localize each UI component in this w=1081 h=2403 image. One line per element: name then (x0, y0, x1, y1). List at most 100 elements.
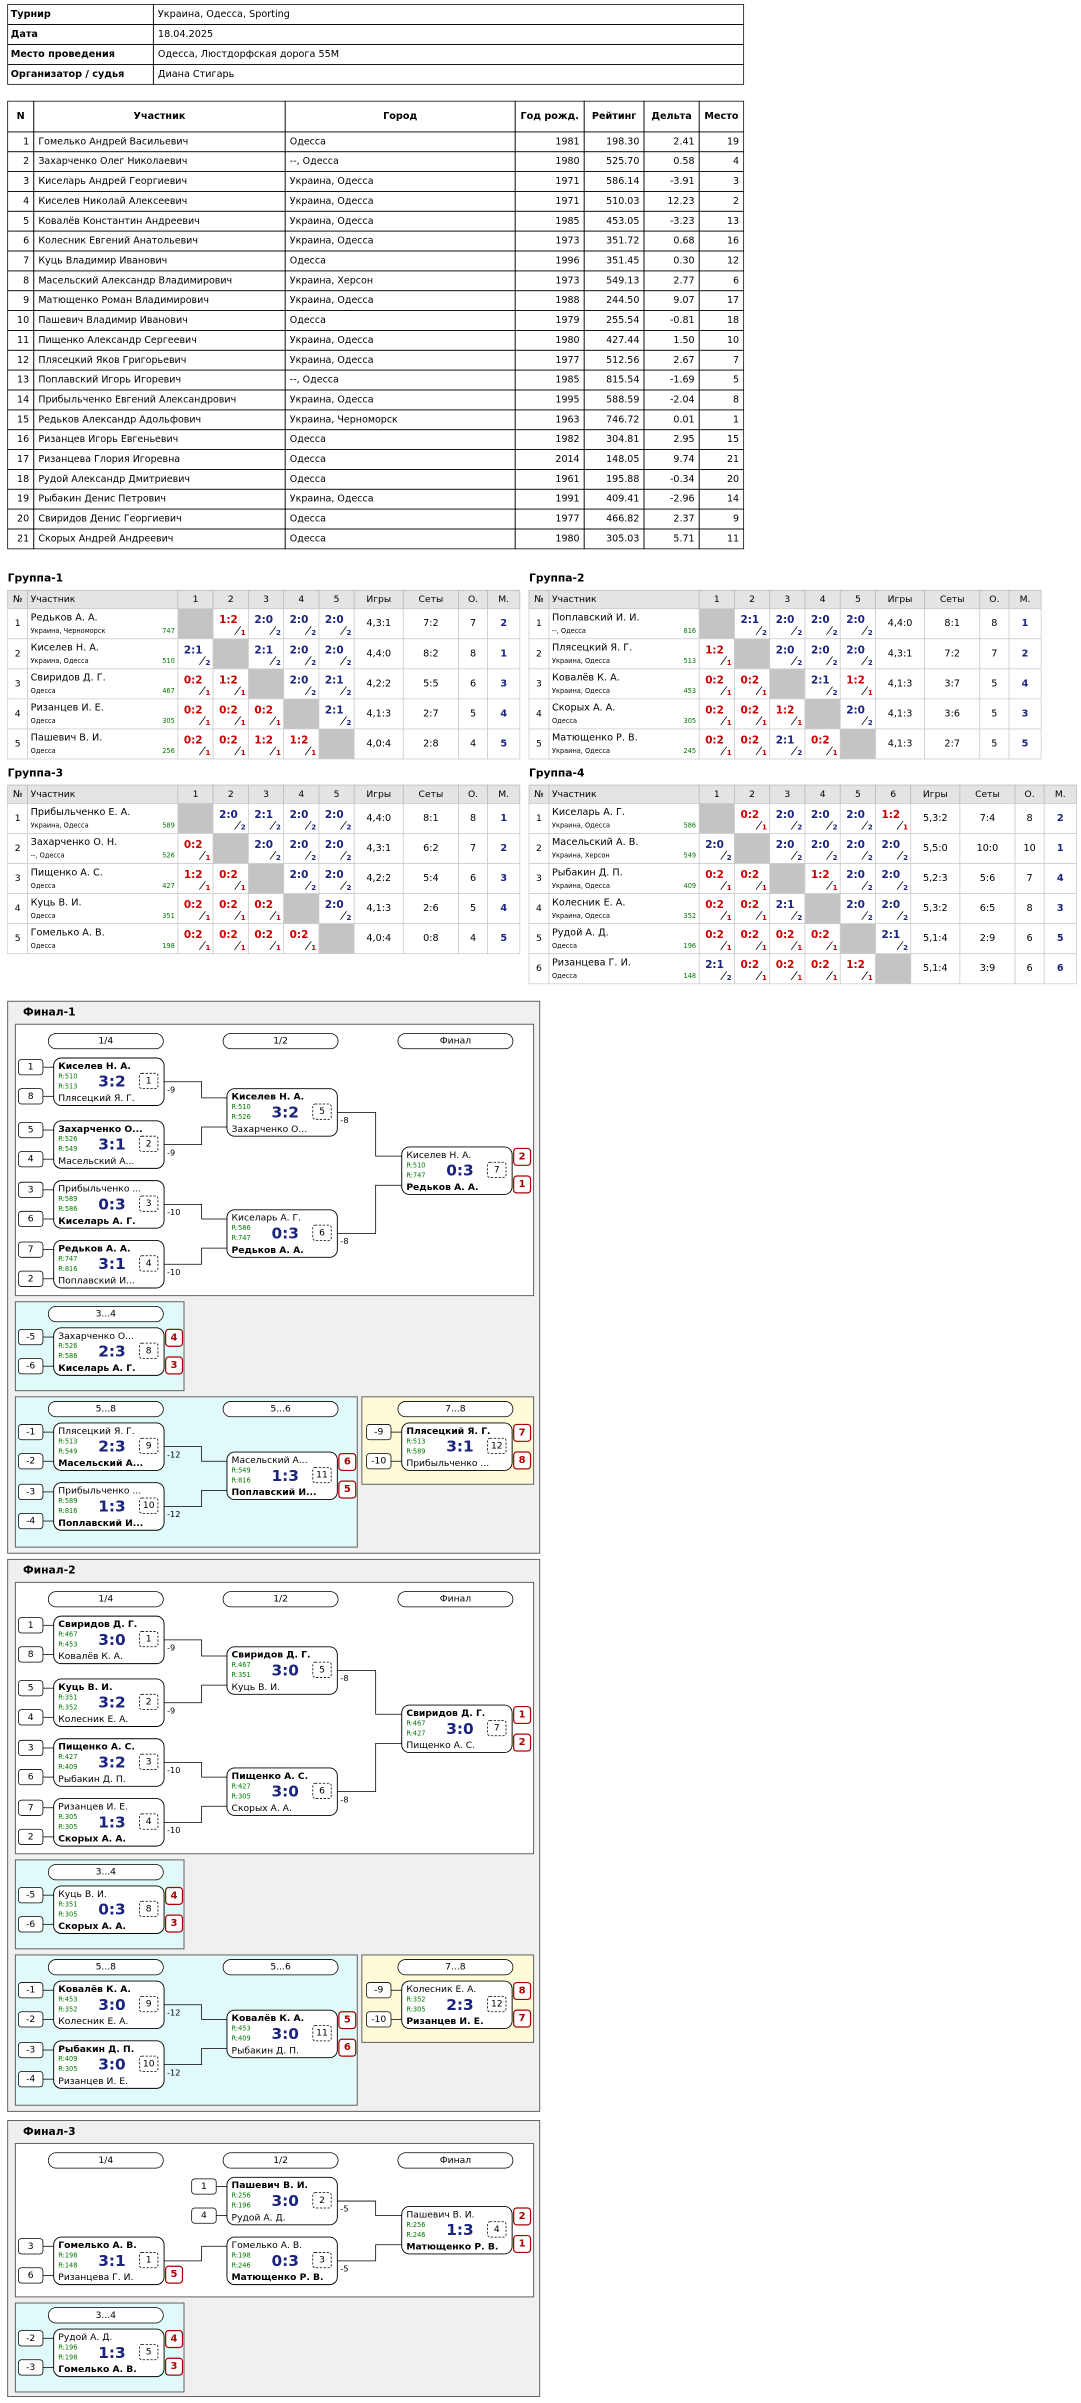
connector (790, 716, 798, 726)
connector (896, 820, 904, 830)
cell-text: Одесса (290, 474, 326, 485)
cell (1008, 668, 1042, 700)
city: Одесса (31, 912, 56, 920)
match-number: 2 (146, 1138, 152, 1149)
match-box (401, 1704, 513, 1754)
connector (234, 911, 242, 920)
cell (1043, 803, 1077, 834)
cell-text: 19 (17, 494, 29, 505)
match-box (53, 1482, 165, 1531)
points: 1 (727, 688, 732, 697)
rating: R:305 (58, 1823, 77, 1831)
connector (164, 1446, 227, 1462)
match-box (226, 1209, 338, 1258)
cell-text: 2.77 (673, 275, 694, 286)
place-box (513, 1175, 532, 1194)
cell-text: 588.59 (606, 394, 639, 405)
match-number: 3 (319, 2255, 325, 2266)
cell (734, 608, 771, 640)
cell-text: 2.37 (673, 514, 694, 525)
player-name: Скорых А. А. (58, 1834, 126, 1845)
cell (353, 728, 404, 760)
cell-text: 351.72 (606, 236, 639, 247)
place-box (164, 2357, 184, 2376)
cell-text: 12 (17, 355, 29, 366)
match-score: 1:3 (271, 1467, 298, 1485)
player-name: Ковалёв К. А. (552, 673, 620, 684)
rating: 245 (684, 747, 697, 755)
connector (304, 686, 312, 696)
match-number: 9 (146, 1440, 152, 1451)
points: 1 (727, 718, 732, 727)
cell (487, 608, 521, 640)
cell (548, 608, 700, 640)
cell (27, 803, 179, 834)
match-score: 0:3 (446, 1162, 473, 1180)
place-box (164, 1914, 184, 1933)
match-score: 3:0 (98, 2056, 125, 2074)
rating: R:549 (58, 1145, 77, 1153)
match-number-box (487, 1719, 507, 1737)
score: 2:0 (882, 899, 901, 911)
cell-text: Одесса (290, 514, 326, 525)
seed: 2 (28, 1831, 34, 1842)
cell (1014, 893, 1045, 925)
cell (177, 923, 214, 955)
connector (826, 941, 833, 950)
stat: 2:8 (423, 738, 439, 749)
stat: 8 (1027, 813, 1033, 824)
loser-to: -10 (167, 1765, 180, 1775)
rating: 305 (684, 717, 697, 725)
points: 2 (833, 658, 838, 667)
match-box (53, 1980, 165, 2030)
points: 1 (762, 943, 767, 952)
connector (861, 686, 869, 696)
cell-text: Ризанцева Глория Игоревна (38, 454, 180, 465)
match-box (226, 2236, 338, 2286)
score: 2:0 (325, 614, 344, 626)
match-number: 5 (146, 2347, 152, 2358)
connector (790, 911, 798, 920)
points: 2 (276, 853, 281, 862)
cell-text: -0.81 (670, 315, 695, 326)
cell (839, 803, 876, 834)
city: Украина, Одесса (31, 822, 89, 830)
seed: -2 (26, 1456, 35, 1467)
points: 1 (241, 718, 246, 727)
round-label: 1/2 (273, 1036, 288, 1047)
cell (1008, 698, 1042, 730)
score: 2:0 (705, 839, 724, 851)
points: 2 (311, 883, 316, 892)
points: 2 (241, 823, 246, 832)
match-box (53, 1885, 165, 1934)
player-name: Поплавский И... (232, 1487, 317, 1498)
rating: R:510 (406, 1161, 425, 1169)
cell-text: Ковалёв Константин Андреевич (38, 216, 199, 227)
seed-box (366, 2011, 392, 2028)
loser-to: -12 (167, 1509, 180, 1519)
rating: R:453 (232, 2025, 251, 2033)
player-name: Киселев Н. А. (406, 1150, 471, 1161)
cell-text: Свиридов Денис Георгиевич (38, 514, 181, 525)
connector (720, 716, 728, 726)
place: 6 (344, 2042, 351, 2053)
stat: 5 (470, 708, 476, 719)
place-box (338, 1452, 357, 1472)
cell-text: 305.03 (606, 533, 639, 544)
header-text: 6 (890, 789, 896, 800)
header-text: Участник (134, 111, 186, 122)
stat: 4,3:1 (366, 843, 391, 854)
connector (861, 880, 869, 890)
score: 2:0 (846, 869, 865, 881)
header-text: Игры (923, 789, 948, 800)
score: 2:0 (254, 839, 273, 851)
loser-to: -12 (167, 2007, 180, 2017)
rating: 305 (162, 717, 175, 725)
player-name: Гомелько А. В. (58, 2240, 136, 2251)
score: 0:2 (184, 839, 203, 851)
cell (212, 698, 249, 730)
cell-text: 20 (727, 474, 739, 485)
cell-text: -3.91 (670, 176, 695, 187)
header-text: М. (498, 789, 509, 800)
